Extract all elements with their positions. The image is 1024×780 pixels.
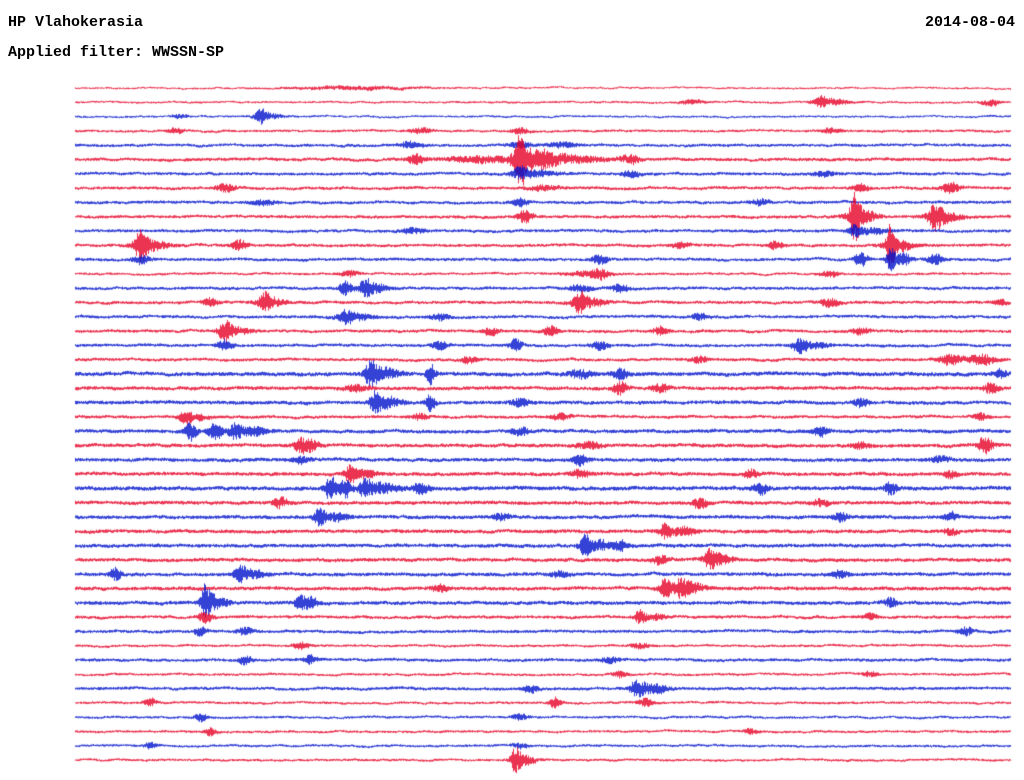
station-title: HP Vlahokerasia <box>8 14 144 31</box>
seismogram-canvas <box>0 75 1024 780</box>
date-label: 2014-08-04 <box>924 14 1015 31</box>
applied-filter-label: Applied filter: WWSSN-SP <box>8 44 225 61</box>
